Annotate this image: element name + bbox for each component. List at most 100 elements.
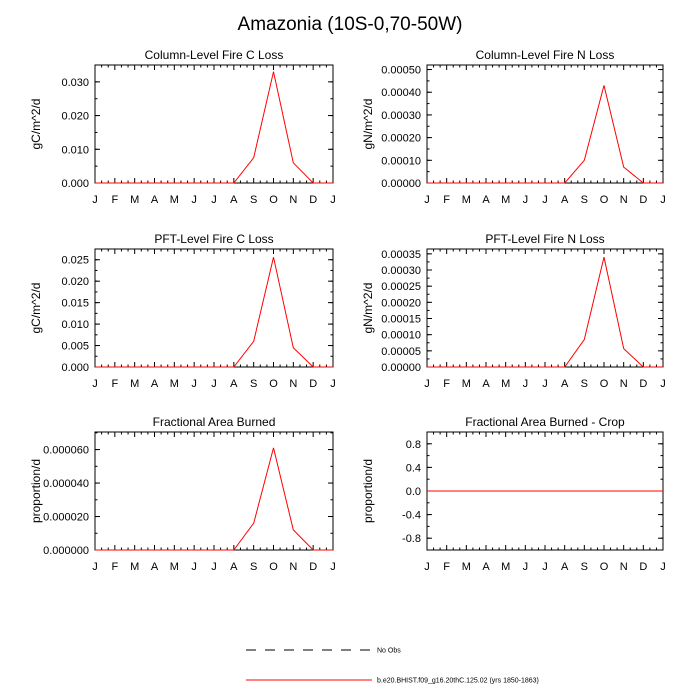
y-tick-label: 0.0: [406, 486, 421, 498]
x-tick-label: M: [501, 378, 510, 390]
figure-title: Amazonia (10S-0,70-50W): [237, 14, 463, 35]
x-tick-label: F: [443, 561, 450, 573]
x-tick-label: F: [111, 561, 118, 573]
y-tick-label: 0.000020: [43, 512, 89, 524]
x-tick-label: F: [111, 378, 118, 390]
y-axis-label: gN/m^2/d: [361, 283, 375, 334]
x-tick-label: A: [482, 194, 490, 206]
x-tick-label: J: [542, 561, 548, 573]
x-tick-label: J: [330, 378, 336, 390]
x-tick-label: S: [581, 194, 588, 206]
series-line: [427, 85, 663, 184]
y-tick-label: 0.030: [61, 77, 89, 89]
y-tick-label: 0.000: [61, 178, 89, 190]
y-tick-label: 0.00040: [381, 87, 421, 99]
y-axis-label: gC/m^2/d: [29, 283, 43, 334]
x-tick-label: M: [130, 378, 139, 390]
x-tick-label: O: [269, 194, 278, 206]
x-tick-label: O: [600, 561, 609, 573]
series-line: [95, 71, 333, 184]
y-tick-label: 0.00010: [381, 330, 421, 342]
x-tick-label: M: [170, 194, 179, 206]
y-tick-label: 0.00005: [381, 346, 421, 358]
y-tick-label: 0.00020: [381, 133, 421, 145]
y-tick-label: 0.00035: [381, 249, 421, 261]
y-tick-label: 0.020: [61, 111, 89, 123]
x-tick-label: M: [501, 561, 510, 573]
legend-label-model: b.e20.BHIST.f09_g16.20thC.125.02 (yrs 18…: [377, 678, 539, 685]
y-tick-label: 0.00050: [381, 65, 421, 77]
x-tick-label: O: [269, 561, 278, 573]
x-tick-label: F: [111, 194, 118, 206]
x-tick-label: J: [191, 194, 197, 206]
x-tick-label: S: [250, 194, 257, 206]
plot-frame: [94, 431, 334, 551]
x-tick-label: J: [330, 561, 336, 573]
panel-title: Column-Level Fire C Loss: [145, 48, 284, 62]
x-tick-label: A: [151, 561, 159, 573]
x-tick-label: J: [660, 378, 666, 390]
x-tick-label: N: [620, 561, 628, 573]
x-tick-label: M: [462, 194, 471, 206]
y-tick-label: 0.00000: [381, 178, 421, 190]
x-tick-label: M: [170, 561, 179, 573]
y-tick-label: 0.00010: [381, 155, 421, 167]
x-tick-label: D: [309, 378, 317, 390]
x-tick-label: S: [581, 378, 588, 390]
x-tick-label: O: [600, 194, 609, 206]
y-tick-label: 0.00030: [381, 110, 421, 122]
legend-label-no-obs: No Obs: [377, 648, 401, 655]
x-tick-label: O: [269, 378, 278, 390]
y-axis-label: proportion/d: [361, 459, 375, 523]
series-line: [95, 447, 333, 551]
x-tick-label: J: [523, 561, 529, 573]
x-tick-label: J: [523, 378, 529, 390]
y-tick-label: 0.000: [61, 362, 89, 374]
x-tick-label: A: [482, 378, 490, 390]
x-tick-label: A: [230, 561, 238, 573]
x-tick-label: N: [620, 194, 628, 206]
x-tick-label: J: [211, 561, 217, 573]
y-tick-label: 0.015: [61, 298, 89, 310]
y-tick-label: -0.8: [402, 533, 421, 545]
x-tick-label: N: [289, 378, 297, 390]
y-tick-label: 0.4: [406, 462, 421, 474]
y-tick-label: 0.000040: [43, 478, 89, 490]
x-tick-label: J: [660, 194, 666, 206]
x-tick-label: N: [289, 561, 297, 573]
x-tick-label: J: [191, 378, 197, 390]
chart-panel-6: Fractional Area Burned - Crop proportion/…: [361, 415, 666, 573]
x-tick-label: A: [151, 378, 159, 390]
x-tick-label: O: [600, 378, 609, 390]
series-line: [95, 257, 333, 368]
x-tick-label: D: [309, 194, 317, 206]
panel-title: PFT-Level Fire C Loss: [154, 232, 273, 246]
x-tick-label: A: [561, 561, 569, 573]
x-tick-label: A: [230, 378, 238, 390]
y-tick-label: 0.020: [61, 276, 89, 288]
x-tick-label: F: [443, 378, 450, 390]
y-axis-label: proportion/d: [29, 459, 43, 523]
y-tick-label: 0.005: [61, 341, 89, 353]
x-tick-label: J: [542, 194, 548, 206]
x-tick-label: M: [462, 378, 471, 390]
series-line: [427, 256, 663, 368]
x-tick-label: J: [191, 561, 197, 573]
panel-title: Column-Level Fire N Loss: [476, 48, 615, 62]
x-tick-label: J: [211, 194, 217, 206]
y-axis-label: gN/m^2/d: [361, 99, 375, 150]
y-tick-label: 0.000000: [43, 545, 89, 557]
x-tick-label: J: [660, 561, 666, 573]
x-tick-label: J: [211, 378, 217, 390]
plot-frame: [94, 64, 334, 184]
x-tick-label: J: [92, 194, 98, 206]
y-tick-label: -0.4: [402, 510, 421, 522]
y-tick-label: 0.010: [61, 319, 89, 331]
x-tick-label: A: [230, 194, 238, 206]
x-tick-label: N: [289, 194, 297, 206]
x-tick-label: M: [462, 561, 471, 573]
